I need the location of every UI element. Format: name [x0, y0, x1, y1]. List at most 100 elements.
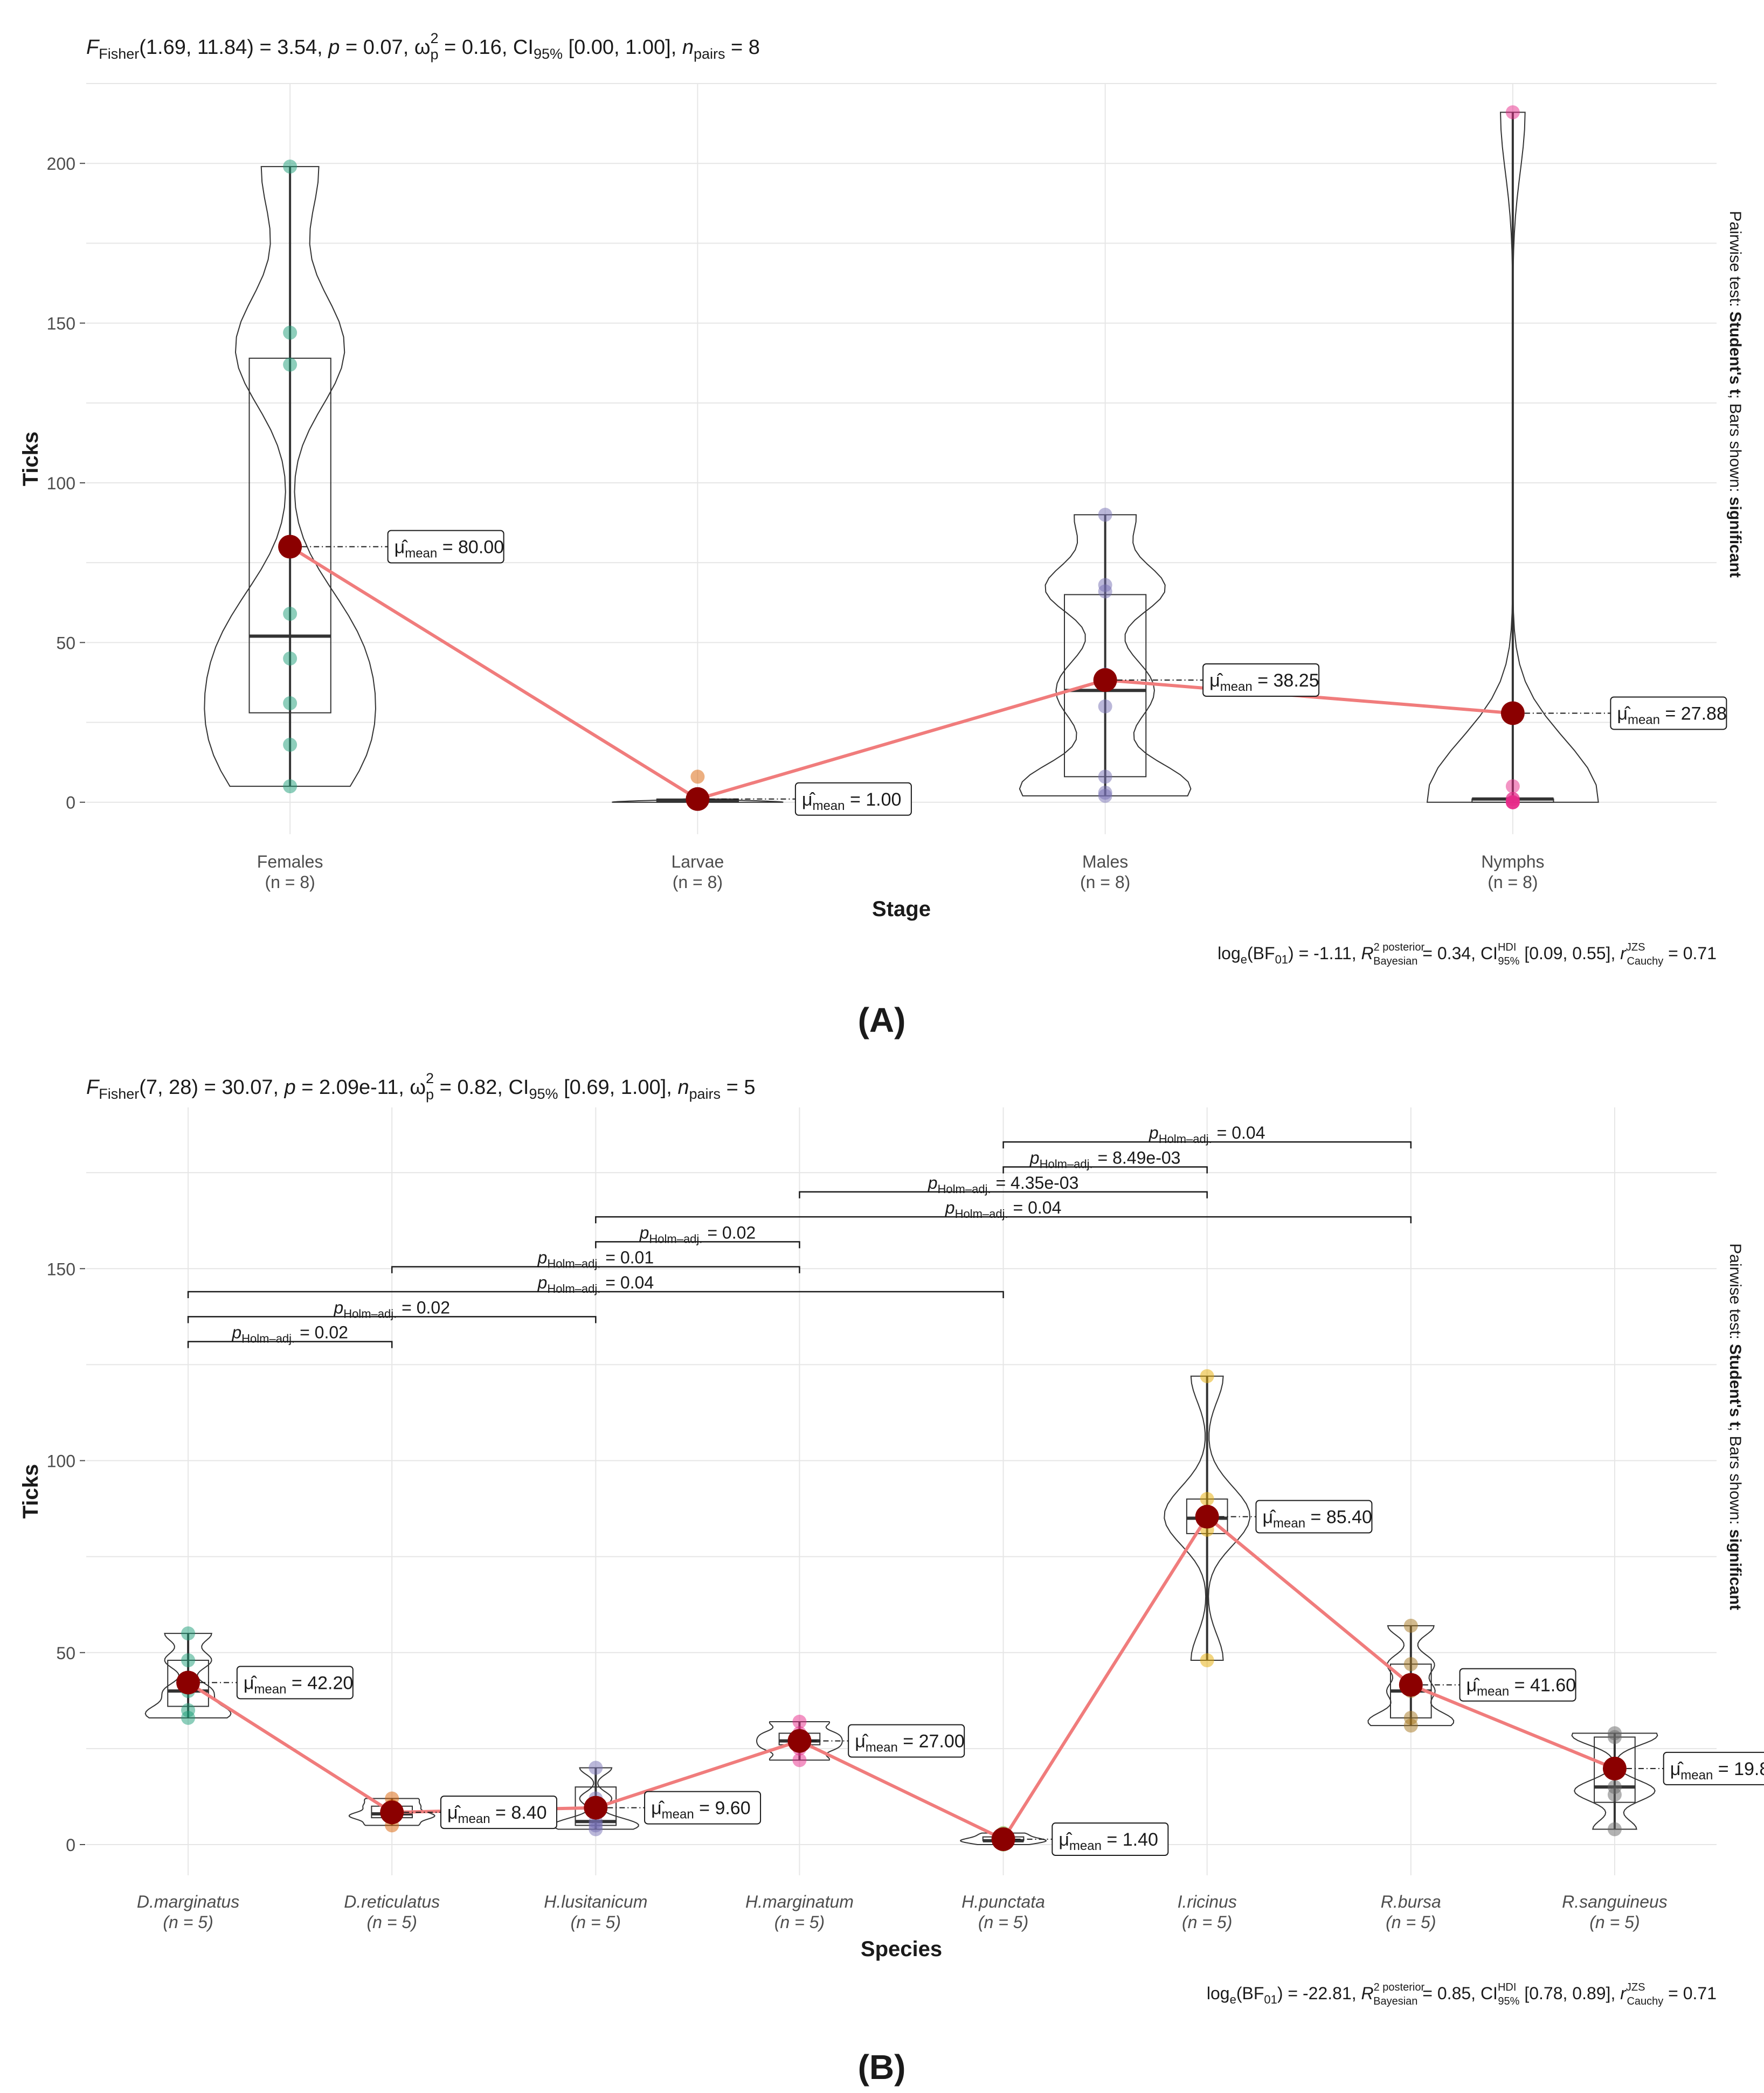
mean-label-value: = 1.00	[845, 789, 902, 810]
cap-rc-value: = 0.71	[1663, 944, 1717, 963]
panel-a: FFisher(1.69, 11.84) = 3.54, p = 0.07, ω…	[19, 30, 1744, 1039]
title-n-sub: pairs	[689, 1086, 721, 1102]
sig-value: = 0.01	[600, 1248, 654, 1267]
cap-rc-sub: Cauchy	[1627, 1995, 1663, 2007]
mean-label-box	[387, 530, 504, 564]
mean-label-box	[1202, 663, 1320, 697]
chart-title: FFisher(7, 28) = 30.07, p = 2.09e-11, ω2…	[86, 1070, 755, 1103]
mean-point-D.reticulatus	[380, 1800, 404, 1825]
x-tick-label: H.marginatum	[745, 1892, 854, 1911]
mean-label-value: = 38.25	[1253, 670, 1319, 691]
mean-label-value: = 85.40	[1305, 1507, 1372, 1528]
title-p-value: = 2.09e-11,	[296, 1076, 410, 1099]
data-point	[1607, 1730, 1622, 1744]
x-tick-count: (n = 8)	[265, 872, 315, 892]
cap-ci-sup: HDI	[1498, 941, 1516, 953]
significance-bar	[187, 1291, 1004, 1298]
violin-H.punctata	[960, 1832, 1047, 1845]
cap-r: R	[1361, 1984, 1374, 2003]
cap-ci-sup: HDI	[1498, 1981, 1516, 1993]
x-tick-label: Males	[1082, 852, 1128, 871]
x-tick-label: H.lusitanicum	[544, 1892, 647, 1911]
mean-label-box	[1663, 1751, 1764, 1785]
mean-label-value: = 41.60	[1509, 1675, 1576, 1696]
x-tick-label: H.punctata	[961, 1892, 1045, 1911]
x-axis-label: Species	[861, 1937, 942, 1961]
significance-label: pHolm–adj. = 8.49e-03	[1029, 1148, 1181, 1170]
title-omega-sup: 2	[430, 30, 438, 46]
x-tick-count: (n = 5)	[978, 1912, 1028, 1932]
y-tick-label: 100	[47, 1452, 75, 1471]
x-axis-label: Stage	[872, 897, 931, 921]
mean-label-sub: mean	[812, 799, 845, 813]
significance-label: pHolm–adj. = 0.04	[537, 1273, 654, 1295]
mean-point-Nymphs	[1500, 701, 1525, 725]
title-omega-sub: p	[431, 46, 439, 63]
x-tick-label: Nymphs	[1481, 852, 1544, 871]
x-tick-label: R.sanguineus	[1562, 1892, 1668, 1911]
sig-sub: Holm–adj.	[955, 1207, 1008, 1221]
sig-value: = 8.49e-03	[1093, 1148, 1181, 1167]
title-f: F	[86, 1076, 100, 1099]
significance-label: pHolm–adj. = 0.04	[1149, 1123, 1265, 1146]
sig-p: p	[1149, 1123, 1159, 1142]
mean-point-Larvae	[686, 787, 710, 811]
mean-label-box	[440, 1796, 557, 1829]
title-p: p	[284, 1076, 296, 1099]
data-point	[1098, 508, 1112, 522]
data-point	[283, 160, 298, 174]
side-prefix: Pairwise test:	[1726, 1243, 1744, 1344]
violin-I.ricinus	[1164, 1375, 1251, 1661]
mean-point-Males	[1093, 668, 1117, 692]
title-n-value: = 5	[721, 1076, 755, 1099]
significance-bar	[187, 1341, 393, 1348]
sig-p: p	[537, 1273, 548, 1292]
mean-label-value: = 9.60	[694, 1798, 751, 1819]
cap-bf-value: ) = -22.81,	[1277, 1984, 1361, 2003]
title-n-sub: pairs	[694, 46, 725, 62]
cap-ci-sub: 95%	[1498, 1995, 1519, 2007]
significance-label: pHolm–adj. = 0.02	[333, 1298, 450, 1320]
mean-label-sub: mean	[1628, 712, 1660, 727]
title-f-args: (7, 28) = 30.07,	[139, 1076, 284, 1099]
x-tick-count: (n = 5)	[1589, 1912, 1640, 1932]
cap-ci-value: [0.78, 0.89],	[1519, 1984, 1620, 2003]
mean-label: μ̂mean = 1.00	[802, 789, 902, 813]
title-p-value: = 0.07,	[340, 36, 414, 59]
mean-label: μ̂mean = 19.80	[1670, 1759, 1764, 1783]
cap-r-sup: 2 posterior	[1374, 1981, 1425, 1993]
cap-bf-sub: 01	[1275, 953, 1288, 966]
violin-D.reticulatus	[348, 1798, 435, 1826]
side-test: Student's t	[1726, 311, 1744, 394]
data-point	[1098, 788, 1112, 803]
sig-value: = 4.35e-03	[991, 1173, 1079, 1193]
chart-title: FFisher(1.69, 11.84) = 3.54, p = 0.07, ω…	[86, 30, 760, 63]
x-tick-count: (n = 8)	[673, 872, 723, 892]
title-ci-sub: 95%	[534, 46, 563, 62]
mean-label-sub: mean	[1069, 1839, 1102, 1853]
mean-label-sub: mean	[662, 1807, 694, 1822]
mean-label-box	[1255, 1500, 1373, 1534]
title-n: n	[682, 36, 694, 59]
mean-label-value: = 80.00	[437, 537, 504, 558]
x-tick-count: (n = 5)	[163, 1912, 213, 1932]
data-point	[1098, 584, 1112, 599]
mean-label-box	[794, 782, 912, 816]
data-point	[1403, 1718, 1418, 1733]
cap-rc-sup: JZS	[1626, 1981, 1645, 1993]
mean-label-box	[848, 1724, 965, 1758]
side-mid: ; Bars shown:	[1726, 1427, 1744, 1529]
data-point	[589, 1822, 603, 1836]
x-tick-label: R.bursa	[1381, 1892, 1441, 1911]
y-axis-label: Ticks	[19, 1464, 43, 1519]
mean-label-value: = 19.80	[1713, 1759, 1764, 1779]
data-point	[1403, 1618, 1418, 1633]
significance-bar	[1002, 1141, 1412, 1149]
x-tick-count: (n = 8)	[1080, 872, 1130, 892]
cap-log: log	[1207, 1984, 1230, 2003]
violin-Males	[1019, 514, 1192, 796]
cap-r-value: = 0.85, CI	[1417, 1984, 1498, 2003]
mean-point-R.bursa	[1399, 1673, 1423, 1697]
data-point	[1505, 105, 1520, 120]
significance-label: pHolm–adj. = 0.02	[639, 1223, 756, 1245]
